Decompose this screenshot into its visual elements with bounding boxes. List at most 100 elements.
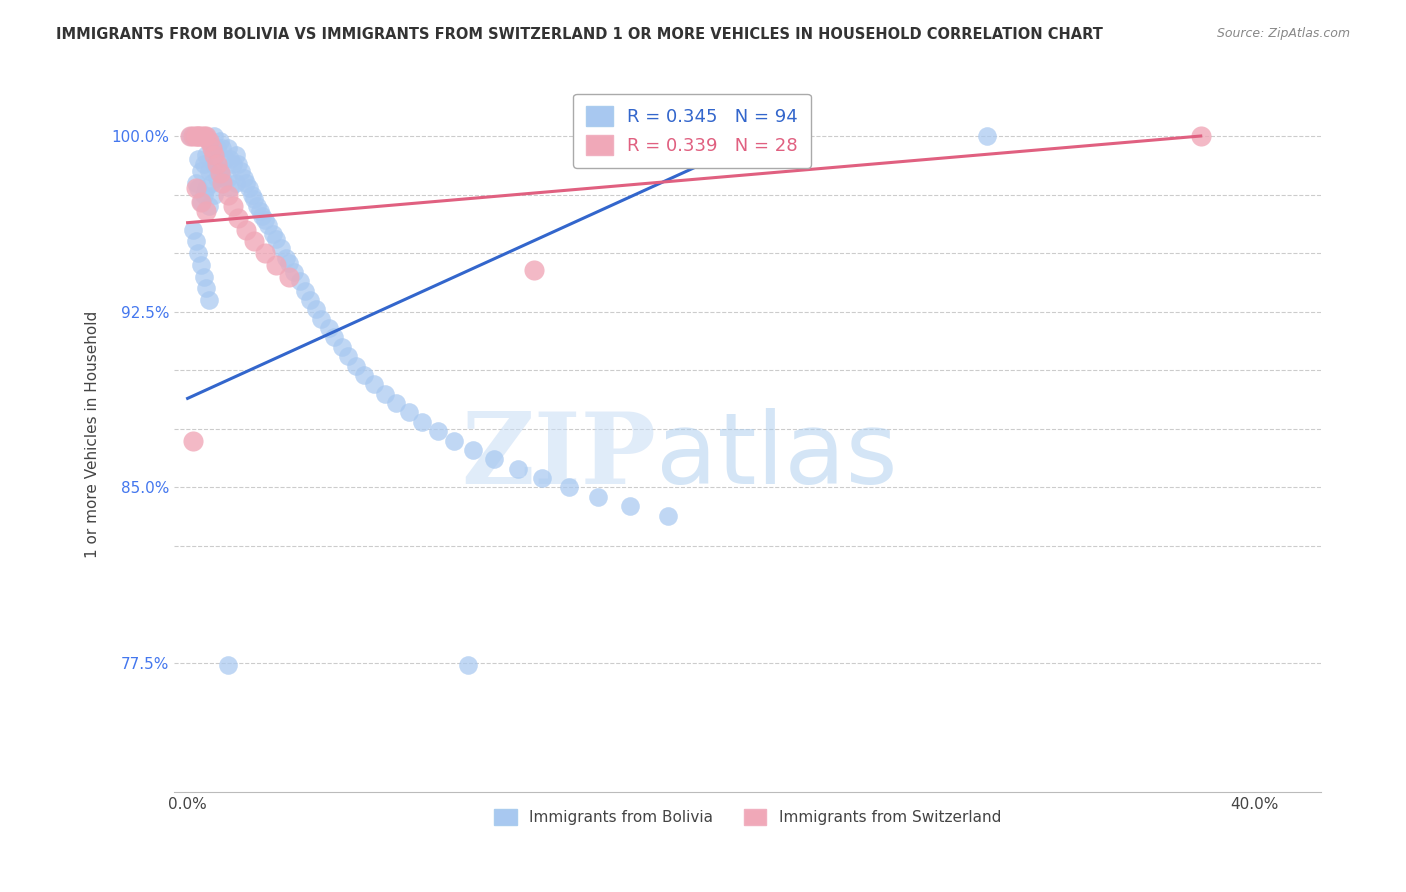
Point xyxy=(252,209,274,223)
Point xyxy=(299,293,322,307)
Point xyxy=(187,180,209,194)
Point xyxy=(246,199,269,213)
Point xyxy=(187,246,209,260)
Point xyxy=(187,153,209,167)
Text: IMMIGRANTS FROM BOLIVIA VS IMMIGRANTS FROM SWITZERLAND 1 OR MORE VEHICLES IN HOU: IMMIGRANTS FROM BOLIVIA VS IMMIGRANTS FR… xyxy=(56,27,1104,42)
Point xyxy=(283,265,305,279)
Point xyxy=(184,128,207,143)
Point xyxy=(208,164,231,178)
Point xyxy=(184,235,207,249)
Point xyxy=(198,134,221,148)
Point xyxy=(411,415,433,429)
Point xyxy=(226,157,249,171)
Point xyxy=(240,187,263,202)
Point xyxy=(243,192,266,206)
Point xyxy=(184,128,207,143)
Point xyxy=(205,157,228,171)
Point xyxy=(193,157,215,171)
Point xyxy=(219,153,242,167)
Point xyxy=(976,128,998,143)
Point xyxy=(277,255,299,269)
Point xyxy=(190,128,212,143)
Point xyxy=(195,281,218,295)
Point xyxy=(508,461,530,475)
Point xyxy=(243,235,266,249)
Point xyxy=(184,176,207,190)
Point xyxy=(193,128,215,143)
Point xyxy=(619,499,641,513)
Point xyxy=(195,204,218,219)
Point xyxy=(179,128,201,143)
Point xyxy=(344,359,367,373)
Point xyxy=(181,223,204,237)
Point xyxy=(276,251,298,265)
Point xyxy=(200,176,222,190)
Text: atlas: atlas xyxy=(655,408,897,505)
Point xyxy=(200,141,222,155)
Point xyxy=(309,311,332,326)
Point xyxy=(200,141,222,155)
Point xyxy=(181,128,204,143)
Point xyxy=(558,480,581,494)
Point xyxy=(253,213,276,227)
Text: Source: ZipAtlas.com: Source: ZipAtlas.com xyxy=(1216,27,1350,40)
Point xyxy=(277,269,299,284)
Point xyxy=(217,171,239,186)
Point xyxy=(181,128,204,143)
Point xyxy=(232,171,254,186)
Point xyxy=(264,258,287,272)
Point xyxy=(181,128,204,143)
Point xyxy=(363,377,385,392)
Point xyxy=(253,246,276,260)
Point xyxy=(211,171,233,186)
Point xyxy=(205,171,228,186)
Point xyxy=(398,405,420,419)
Point xyxy=(202,157,225,171)
Point xyxy=(264,232,287,246)
Point xyxy=(443,434,465,448)
Point xyxy=(193,128,215,143)
Point xyxy=(294,284,316,298)
Point xyxy=(219,180,242,194)
Point xyxy=(225,176,247,190)
Point xyxy=(184,128,207,143)
Text: ZIP: ZIP xyxy=(461,408,655,505)
Point xyxy=(288,274,311,288)
Point xyxy=(195,147,218,161)
Point xyxy=(523,262,546,277)
Point xyxy=(187,128,209,143)
Point xyxy=(195,128,218,143)
Point xyxy=(190,128,212,143)
Point xyxy=(586,490,609,504)
Point xyxy=(208,134,231,148)
Point xyxy=(198,199,221,213)
Point xyxy=(190,194,212,209)
Point xyxy=(229,164,252,178)
Point xyxy=(198,164,221,178)
Point xyxy=(1189,128,1212,143)
Point xyxy=(304,302,326,317)
Point xyxy=(181,434,204,448)
Point xyxy=(482,452,505,467)
Point xyxy=(202,147,225,161)
Point xyxy=(187,128,209,143)
Point xyxy=(190,194,212,209)
Point xyxy=(225,147,247,161)
Point xyxy=(208,166,231,180)
Point xyxy=(211,176,233,190)
Point xyxy=(193,269,215,284)
Point xyxy=(427,424,450,438)
Point xyxy=(205,141,228,155)
Point xyxy=(353,368,375,382)
Point xyxy=(226,211,249,225)
Point xyxy=(179,128,201,143)
Point xyxy=(374,386,396,401)
Point xyxy=(457,658,479,673)
Point xyxy=(190,258,212,272)
Point xyxy=(202,128,225,143)
Point xyxy=(235,223,257,237)
Point xyxy=(217,187,239,202)
Y-axis label: 1 or more Vehicles in Household: 1 or more Vehicles in Household xyxy=(86,311,100,558)
Point xyxy=(193,187,215,202)
Point xyxy=(262,227,284,242)
